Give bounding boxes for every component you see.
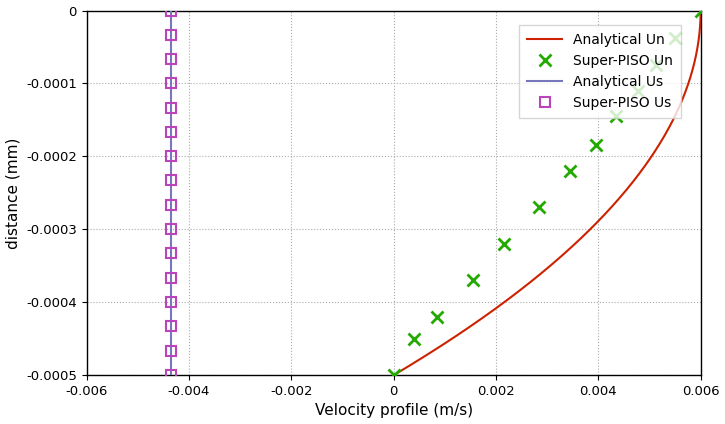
- Super-PISO Un: [535, 205, 544, 210]
- Super-PISO Us: [167, 300, 175, 305]
- Super-PISO Us: [167, 57, 175, 62]
- Super-PISO Us: [167, 324, 175, 329]
- Super-PISO Us: [167, 349, 175, 354]
- Super-PISO Un: [433, 314, 442, 319]
- Super-PISO Un: [634, 88, 642, 93]
- Analytical Un: [631, 176, 640, 181]
- Analytical Un: [687, 74, 695, 79]
- Super-PISO Us: [167, 373, 175, 378]
- Super-PISO Us: [167, 178, 175, 183]
- Super-PISO Us: [167, 203, 175, 208]
- Super-PISO Un: [670, 36, 679, 41]
- Super-PISO Un: [696, 8, 705, 13]
- Super-PISO Us: [167, 32, 175, 37]
- Super-PISO Us: [167, 105, 175, 110]
- Super-PISO Un: [410, 336, 418, 341]
- Super-PISO Us: [167, 276, 175, 281]
- Legend: Analytical Un, Super-PISO Un, Analytical Us, Super-PISO Us: Analytical Un, Super-PISO Un, Analytical…: [519, 25, 682, 118]
- Analytical Un: [646, 156, 655, 161]
- Analytical Un: [696, 17, 705, 22]
- Line: Super-PISO Us: Super-PISO Us: [166, 6, 176, 380]
- Super-PISO Un: [389, 373, 398, 378]
- Analytical Un: [613, 197, 622, 202]
- Super-PISO Un: [566, 168, 574, 173]
- Analytical Un: [612, 199, 621, 204]
- Line: Super-PISO Un: Super-PISO Un: [387, 4, 707, 382]
- Super-PISO Un: [592, 143, 600, 148]
- Super-PISO Us: [167, 227, 175, 232]
- Super-PISO Un: [651, 63, 660, 68]
- Super-PISO Un: [500, 241, 508, 246]
- Super-PISO Un: [612, 114, 621, 119]
- X-axis label: Velocity profile (m/s): Velocity profile (m/s): [315, 404, 473, 418]
- Analytical Un: [696, 8, 705, 13]
- Y-axis label: distance (mm): distance (mm): [6, 137, 20, 248]
- Super-PISO Us: [167, 8, 175, 13]
- Super-PISO Us: [167, 251, 175, 256]
- Super-PISO Us: [167, 154, 175, 159]
- Super-PISO Un: [468, 278, 477, 283]
- Super-PISO Us: [167, 81, 175, 86]
- Line: Analytical Un: Analytical Un: [394, 11, 700, 375]
- Analytical Un: [389, 373, 398, 378]
- Super-PISO Us: [167, 130, 175, 135]
